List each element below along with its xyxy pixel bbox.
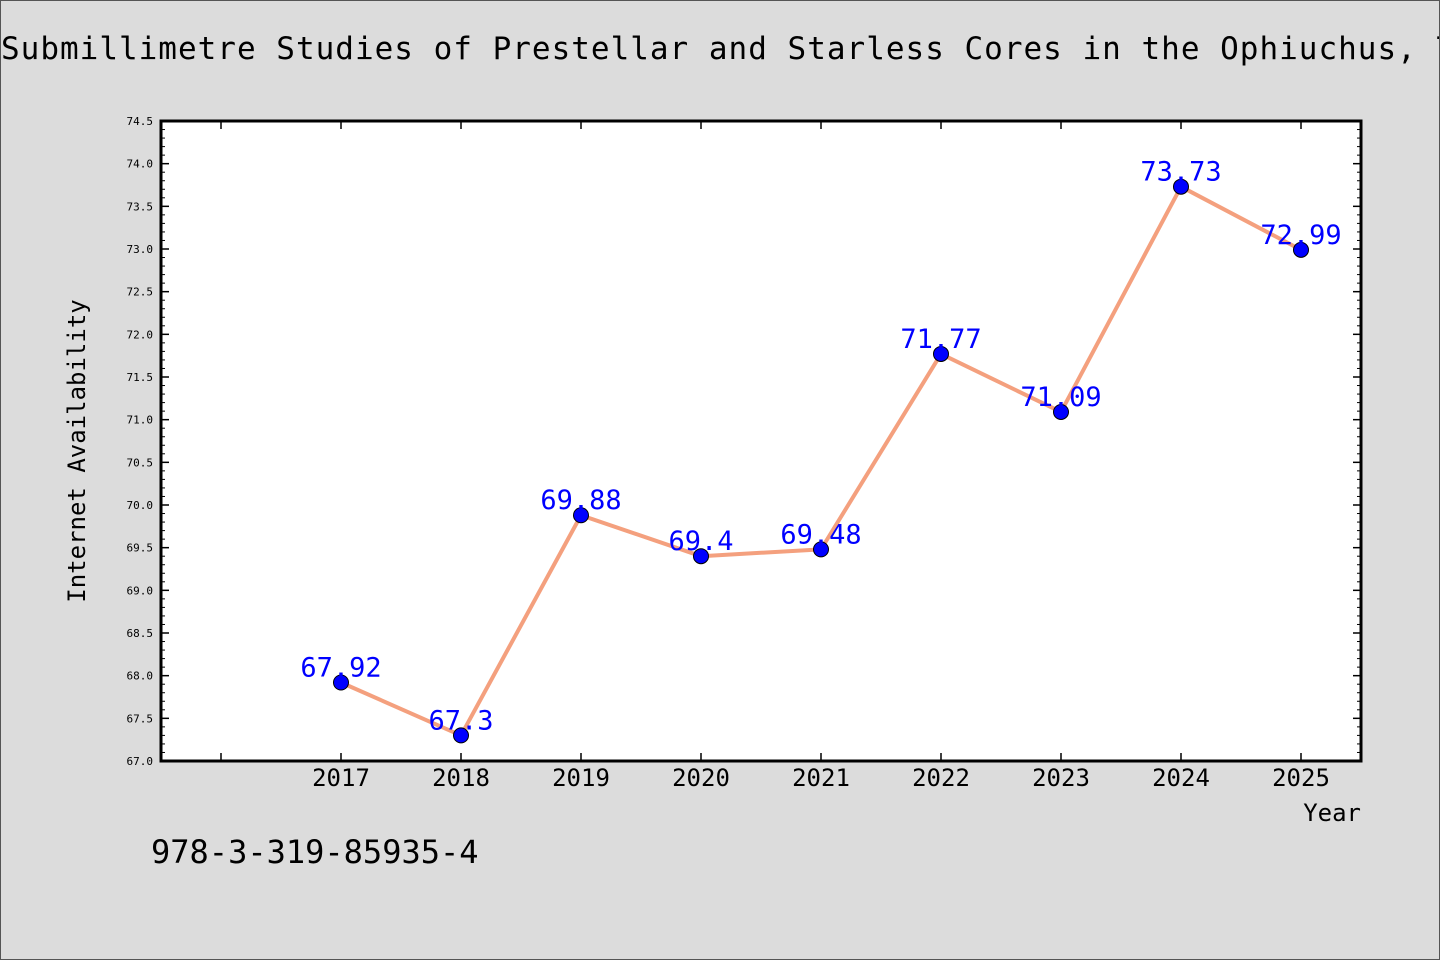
data-label: 69.4 — [668, 526, 733, 557]
x-tick-label: 2024 — [1152, 764, 1210, 792]
data-label: 71.09 — [1020, 382, 1101, 413]
data-label: 67.3 — [428, 705, 493, 736]
y-tick-label: 73.5 — [127, 200, 154, 213]
data-point — [1293, 241, 1309, 258]
x-tick-label: 2019 — [552, 764, 610, 792]
data-label: 69.48 — [780, 519, 861, 550]
y-tick-label: 68.5 — [127, 627, 154, 640]
y-tick-label: 71.0 — [127, 414, 154, 427]
y-tick-label: 71.5 — [127, 371, 154, 384]
x-tick-label: 2022 — [912, 764, 970, 792]
y-tick-label: 74.5 — [127, 115, 154, 128]
data-point — [1173, 178, 1189, 195]
x-tick-label: 2023 — [1032, 764, 1090, 792]
data-point — [933, 345, 949, 362]
chart-title: Submillimetre Studies of Prestellar and … — [1, 31, 1440, 67]
y-tick-label: 70.0 — [127, 499, 154, 512]
y-tick-label: 72.0 — [127, 328, 154, 341]
y-tick-label: 67.5 — [127, 712, 154, 725]
x-axis-title: Year — [1303, 799, 1361, 827]
y-tick-label: 73.0 — [127, 243, 154, 256]
y-tick-label: 74.0 — [127, 158, 154, 171]
data-point — [573, 507, 589, 524]
y-tick-label: 68.0 — [127, 670, 154, 683]
data-point — [1053, 403, 1069, 420]
y-tick-label: 69.5 — [127, 542, 154, 555]
y-tick-label: 69.0 — [127, 584, 154, 597]
data-point — [693, 548, 709, 565]
x-tick-label: 2021 — [792, 764, 850, 792]
y-tick-label: 72.5 — [127, 286, 154, 299]
x-tick-label: 2017 — [312, 764, 370, 792]
isbn-text: 978-3-319-85935-4 — [151, 833, 479, 871]
data-label: 67.92 — [300, 652, 381, 683]
data-label: 72.99 — [1260, 220, 1341, 251]
y-tick-label: 70.5 — [127, 456, 154, 469]
y-tick-label: 67.0 — [127, 755, 154, 768]
x-tick-label: 2025 — [1272, 764, 1330, 792]
data-point — [333, 674, 349, 691]
y-axis-title: Internet Availability — [63, 299, 91, 602]
x-tick-label: 2018 — [432, 764, 490, 792]
data-point — [813, 541, 829, 558]
data-point — [453, 727, 469, 744]
data-label: 73.73 — [1140, 157, 1221, 188]
data-label: 69.88 — [540, 485, 621, 516]
x-tick-label: 2020 — [672, 764, 730, 792]
data-label: 71.77 — [900, 324, 981, 355]
